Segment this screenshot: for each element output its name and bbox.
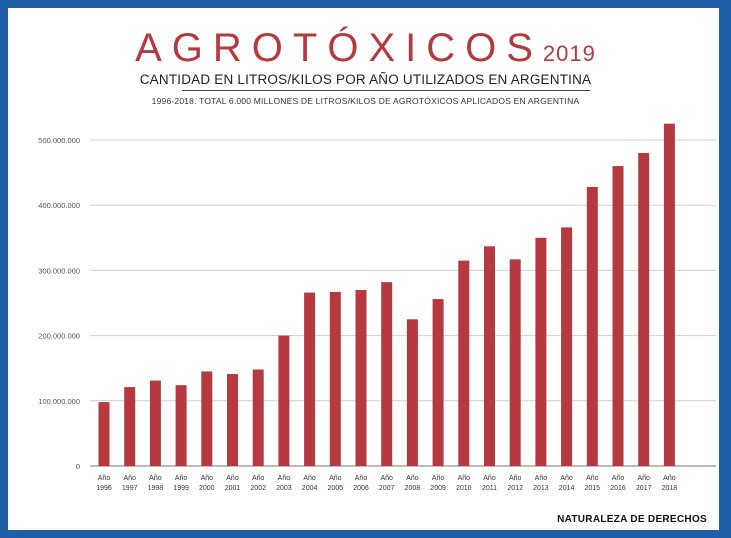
x-tick-year: 2000 — [199, 485, 215, 492]
x-tick-label: Año — [560, 475, 573, 482]
bar — [663, 123, 675, 466]
bar — [124, 387, 136, 466]
source-credit: NATURALEZA DE DERECHOS — [557, 514, 707, 525]
bar — [509, 259, 521, 466]
bar — [612, 166, 624, 466]
subtitle-underline — [182, 90, 590, 91]
x-tick-year: 1998 — [148, 485, 164, 492]
bar — [278, 335, 290, 466]
x-tick-label: Año — [380, 475, 393, 482]
y-tick-label: 400.000.000 — [38, 201, 80, 210]
bar — [458, 260, 470, 466]
bar — [484, 246, 495, 466]
bar — [561, 227, 573, 466]
x-tick-label: Año — [278, 475, 291, 482]
x-tick-year: 2017 — [636, 485, 652, 492]
x-tick-label: Año — [458, 475, 471, 482]
x-tick-label: Año — [483, 475, 496, 482]
x-tick-year: 2009 — [430, 485, 446, 492]
bar — [175, 385, 187, 466]
x-tick-label: Año — [535, 475, 548, 482]
bar — [149, 380, 161, 466]
x-tick-label: Año — [303, 475, 316, 482]
x-tick-label: Año — [98, 475, 111, 482]
title-year: 2019 — [542, 41, 596, 66]
chart-note: 1996-2018. TOTAL 6.000 MILLONES DE LITRO… — [151, 96, 580, 106]
x-tick-year: 2016 — [610, 485, 626, 492]
bar — [98, 402, 110, 466]
x-tick-label: Año — [149, 475, 162, 482]
x-tick-label: Año — [175, 475, 188, 482]
bar — [406, 319, 418, 466]
x-tick-year: 2013 — [533, 485, 549, 492]
bar — [329, 291, 341, 466]
bar — [586, 186, 598, 466]
x-tick-label: Año — [663, 475, 676, 482]
x-tick-year: 1999 — [173, 485, 189, 492]
x-tick-label: Año — [329, 475, 342, 482]
y-tick-label: 500.000.000 — [38, 136, 80, 145]
y-tick-label: 200.000.000 — [38, 332, 80, 341]
x-tick-label: Año — [123, 475, 136, 482]
x-tick-year: 2010 — [456, 485, 472, 492]
x-tick-year: 2006 — [353, 485, 369, 492]
x-tick-label: Año — [637, 475, 650, 482]
y-tick-label: 100.000.000 — [38, 397, 80, 406]
bar — [304, 292, 316, 466]
x-tick-year: 2007 — [379, 485, 395, 492]
x-tick-label: Año — [432, 475, 445, 482]
x-tick-label: Año — [586, 475, 599, 482]
x-tick-year: 2018 — [662, 485, 678, 492]
x-tick-label: Año — [252, 475, 265, 482]
bar — [638, 153, 650, 467]
x-tick-year: 1996 — [96, 485, 112, 492]
bar — [381, 282, 393, 466]
x-tick-year: 2001 — [225, 485, 241, 492]
x-tick-year: 2003 — [276, 485, 292, 492]
bar — [252, 369, 264, 466]
x-tick-label: Año — [406, 475, 419, 482]
x-tick-year: 2014 — [559, 485, 575, 492]
x-tick-year: 2008 — [405, 485, 421, 492]
bar — [432, 299, 444, 466]
x-tick-year: 2011 — [482, 485, 497, 492]
bar — [535, 237, 547, 466]
x-tick-year: 2015 — [585, 485, 601, 492]
y-tick-label: 300.000.000 — [38, 266, 80, 275]
title-main: AGROTÓXICOS — [135, 26, 543, 70]
x-tick-year: 2004 — [302, 485, 318, 492]
chart-subtitle: CANTIDAD EN LITROS/KILOS POR AÑO UTILIZA… — [139, 72, 592, 87]
x-tick-year: 2005 — [328, 485, 344, 492]
bar — [227, 374, 238, 466]
x-tick-label: Año — [201, 475, 214, 482]
bar — [201, 371, 213, 466]
y-tick-label: 0 — [76, 462, 80, 471]
x-tick-year: 1997 — [122, 485, 138, 492]
x-tick-label: Año — [509, 475, 522, 482]
x-tick-label: Año — [355, 475, 368, 482]
x-tick-label: Año — [226, 475, 239, 482]
x-tick-label: Año — [612, 475, 625, 482]
x-tick-year: 2012 — [507, 485, 523, 492]
x-tick-year: 2002 — [250, 485, 266, 492]
bar — [355, 289, 367, 466]
chart-title: AGROTÓXICOS2019 — [0, 26, 731, 71]
